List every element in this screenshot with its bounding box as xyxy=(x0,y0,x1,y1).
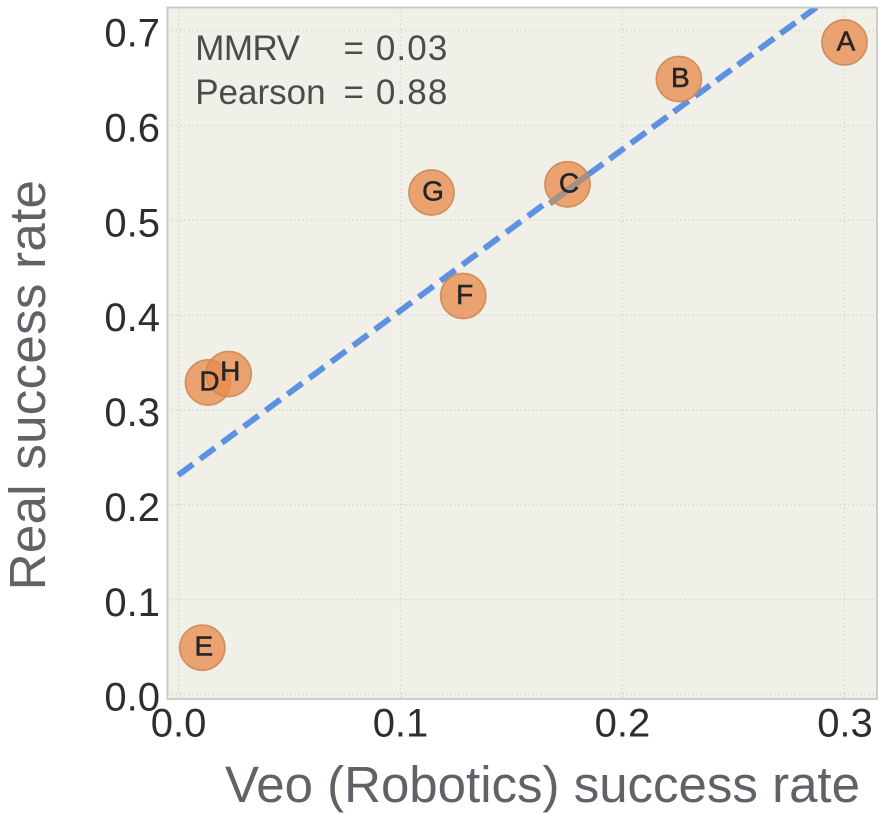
svg-text:0.4: 0.4 xyxy=(104,296,160,340)
svg-text:B: B xyxy=(671,62,690,93)
svg-text:0.5: 0.5 xyxy=(104,201,160,245)
svg-text:0.6: 0.6 xyxy=(104,107,160,151)
svg-text:0.3: 0.3 xyxy=(104,391,160,435)
svg-text:Pearson: Pearson xyxy=(195,73,325,112)
svg-text:Real success rate: Real success rate xyxy=(0,180,56,590)
svg-text:0.0: 0.0 xyxy=(151,702,207,746)
svg-text:= 0.88: = 0.88 xyxy=(344,73,449,112)
svg-text:A: A xyxy=(837,25,856,56)
svg-text:0.1: 0.1 xyxy=(104,581,160,625)
svg-text:0.7: 0.7 xyxy=(104,12,160,56)
svg-text:C: C xyxy=(559,167,579,198)
svg-text:= 0.03: = 0.03 xyxy=(344,29,449,68)
svg-text:MMRV: MMRV xyxy=(195,29,300,68)
svg-text:D: D xyxy=(199,365,219,396)
svg-text:Veo (Robotics) success rate: Veo (Robotics) success rate xyxy=(225,756,860,813)
svg-text:0.2: 0.2 xyxy=(595,702,651,746)
svg-text:0.1: 0.1 xyxy=(373,702,429,746)
svg-text:0.3: 0.3 xyxy=(817,702,873,746)
svg-text:H: H xyxy=(220,356,240,387)
svg-text:0.2: 0.2 xyxy=(104,486,160,530)
svg-text:G: G xyxy=(422,176,444,207)
svg-text:0.0: 0.0 xyxy=(104,676,160,720)
svg-text:F: F xyxy=(456,279,473,310)
svg-text:E: E xyxy=(194,631,213,662)
